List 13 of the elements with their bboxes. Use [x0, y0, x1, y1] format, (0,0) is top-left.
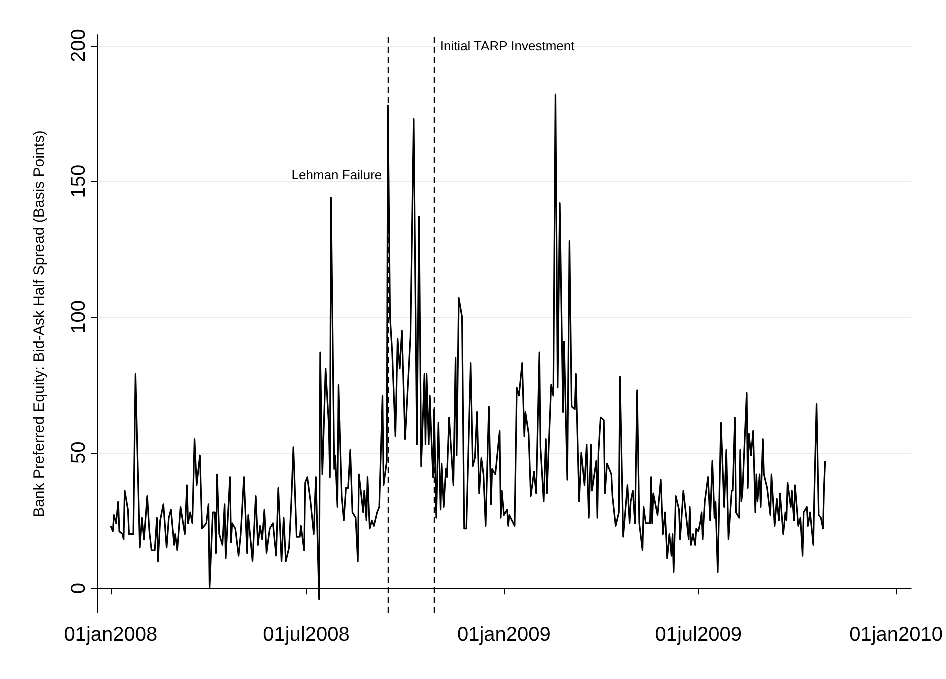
x-tick-label: 01jul2009 [655, 624, 742, 646]
annotation: Initial TARP Investment [440, 38, 576, 54]
y-tick-label: 50 [68, 442, 90, 464]
y-tick-label: 0 [68, 583, 90, 594]
annotation: Lehman Failure [292, 168, 382, 183]
x-tick-label: 01jan2010 [850, 624, 944, 646]
x-tick-label: 01jul2008 [263, 624, 350, 646]
y-tick-label: 200 [68, 29, 90, 63]
y-tick-label: 100 [68, 300, 90, 334]
x-tick-label: 01jan2008 [64, 624, 158, 646]
y-axis-title: Bank Preferred Equity: Bid-Ask Half Spread (Basis Points) [31, 130, 48, 518]
x-tick-label: 01jan2009 [457, 624, 551, 646]
y-tick-label: 150 [68, 164, 90, 198]
